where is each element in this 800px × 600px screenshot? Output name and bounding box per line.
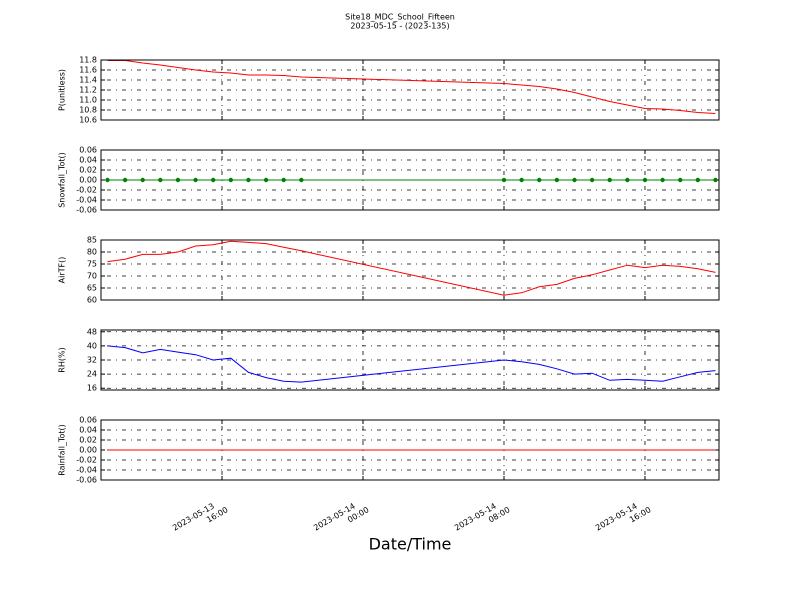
data-point: [193, 177, 198, 183]
y-tick-label: 60: [87, 296, 97, 305]
y-tick-label: 70: [87, 272, 97, 281]
data-point: [607, 177, 612, 183]
y-tick-label: -0.02: [76, 456, 97, 465]
y-tick-label: 11.0: [79, 96, 97, 105]
y-tick-label: 0.04: [79, 426, 97, 435]
data-line: [107, 345, 716, 383]
data-point: [695, 177, 701, 183]
chart-title: Site18_MDC_School_Fifteen: [345, 13, 455, 22]
data-point: [246, 177, 251, 183]
data-point: [299, 177, 304, 183]
y-tick-label: 0.02: [79, 166, 97, 175]
y-tick-label: 11.2: [79, 86, 97, 95]
data-line: [107, 60, 716, 114]
x-axis-label: Date/Time: [369, 535, 452, 554]
x-tick-label: 2023-05-1408:00: [453, 496, 511, 541]
data-point: [625, 177, 630, 183]
y-tick-label: 11.6: [79, 66, 97, 75]
y-axis-label: P(unitless): [58, 69, 67, 111]
data-point: [281, 177, 286, 183]
y-tick-label: 0.04: [79, 156, 97, 165]
data-point: [519, 177, 524, 183]
y-tick-label: -0.06: [76, 476, 97, 485]
y-tick-label: -0.02: [76, 186, 97, 195]
data-point: [263, 177, 269, 183]
y-tick-label: 16: [87, 384, 97, 393]
y-tick-label: -0.04: [76, 466, 97, 475]
data-point: [537, 177, 542, 183]
data-point: [554, 177, 560, 183]
data-line: [107, 240, 716, 296]
y-tick-label: 48: [87, 327, 97, 336]
y-tick-label: -0.04: [76, 196, 97, 205]
plot-frame: [100, 59, 720, 121]
plot-frame: [100, 239, 720, 301]
data-point: [158, 177, 163, 183]
x-tick-label: 2023-05-1316:00: [171, 496, 229, 541]
data-point: [660, 177, 665, 183]
data-point: [589, 177, 595, 183]
data-point: [122, 177, 128, 183]
plot-frame: [100, 419, 720, 481]
data-point: [572, 177, 577, 183]
data-point: [678, 177, 683, 183]
y-axis-label: Rainfall_Tot(): [58, 424, 67, 476]
y-tick-label: 32: [87, 356, 97, 365]
data-point: [105, 177, 110, 183]
y-tick-label: 0.06: [79, 146, 97, 155]
chart-subtitle: 2023-05-15 - (2023-135): [350, 22, 449, 31]
x-tick-label: 2023-05-1400:00: [312, 496, 370, 541]
y-tick-label: 40: [87, 341, 97, 350]
y-axis-label: Snowfall_Tot(): [58, 152, 67, 208]
plot-frame: [100, 149, 720, 211]
data-point: [175, 177, 181, 183]
y-tick-label: 0.00: [79, 176, 97, 185]
y-tick-label: 75: [87, 260, 97, 269]
y-tick-label: 11.4: [79, 76, 97, 85]
data-point: [140, 177, 145, 183]
data-point: [211, 177, 216, 183]
y-tick-label: 85: [87, 236, 97, 245]
y-tick-label: 10.8: [79, 106, 97, 115]
data-point: [501, 177, 507, 183]
y-tick-label: 10.6: [79, 116, 97, 125]
plot-frame: [100, 329, 720, 391]
data-point: [713, 177, 718, 183]
x-tick-label: 2023-05-1416:00: [594, 496, 652, 541]
y-tick-label: 0.02: [79, 436, 97, 445]
y-tick-label: 0.06: [79, 416, 97, 425]
y-tick-label: 24: [87, 370, 97, 379]
data-point: [642, 177, 648, 183]
y-axis-label: RH(%): [58, 347, 67, 372]
y-axis-label: AirTF(): [58, 257, 67, 284]
y-tick-label: 0.00: [79, 446, 97, 455]
y-tick-label: -0.06: [76, 206, 97, 215]
y-tick-label: 11.8: [79, 56, 97, 65]
y-tick-label: 65: [87, 284, 97, 293]
y-tick-label: 80: [87, 248, 97, 257]
data-point: [228, 177, 234, 183]
